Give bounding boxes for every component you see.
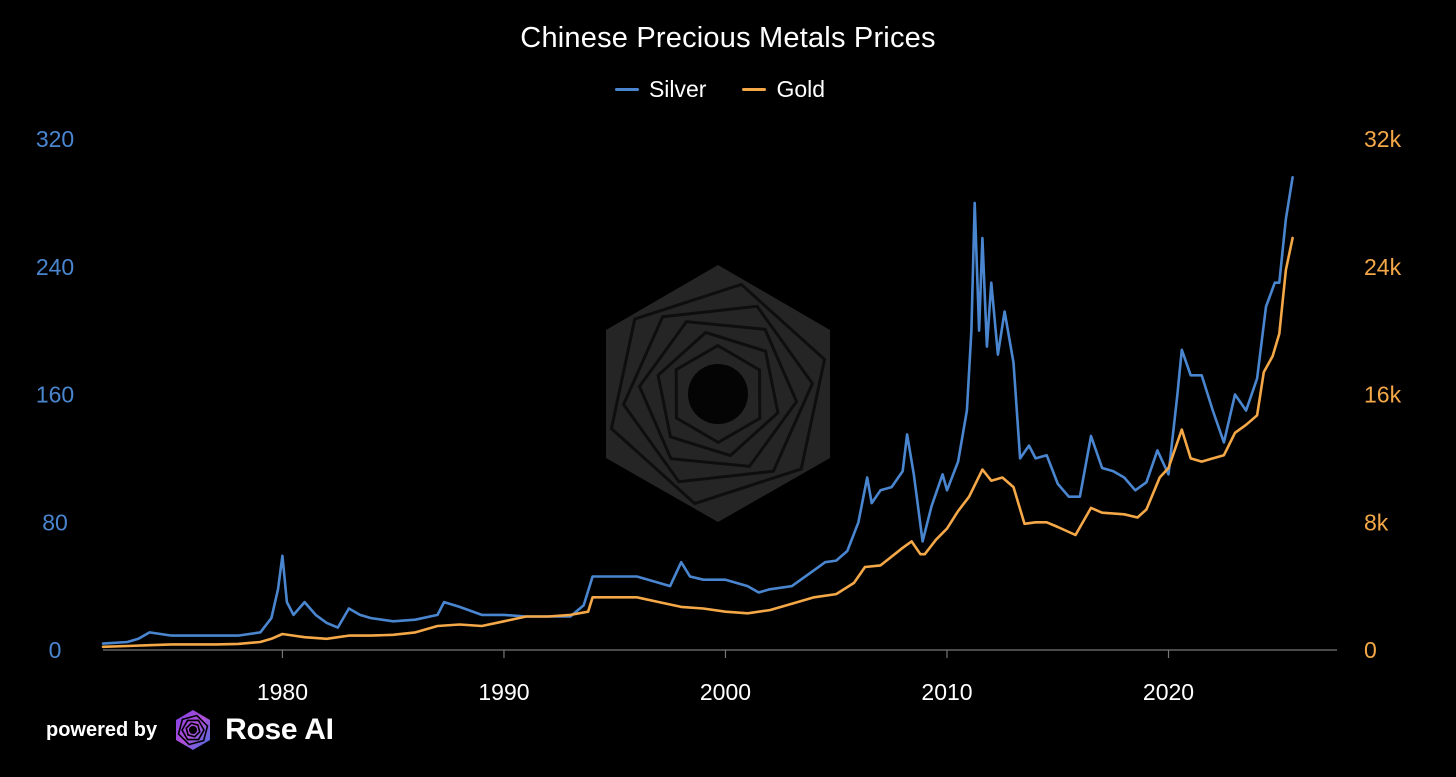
y-right-tick-label: 24k: [1364, 254, 1402, 280]
y-right-tick-label: 8k: [1364, 509, 1389, 535]
axes: 1980 1990 2000 2010 2020 0 80 160 240 320 0 8k 16k 24…: [36, 126, 1402, 700]
legend-item-silver[interactable]: Silver: [614, 76, 707, 103]
x-tick-label: 1980: [257, 679, 308, 700]
y-left-tick-label: 160: [36, 382, 74, 408]
legend-label-gold: Gold: [776, 76, 826, 102]
powered-by-label: powered by: [46, 718, 158, 741]
y-left-tick-label: 240: [36, 254, 74, 280]
brand-name: Rose AI: [225, 713, 334, 746]
legend-swatch-silver: [614, 88, 639, 91]
x-tick-label: 2020: [1143, 679, 1194, 700]
rose-ai-watermark-icon: [606, 265, 830, 522]
legend-item-gold[interactable]: Gold: [742, 76, 825, 103]
chart-title: Chinese Precious Metals Prices: [520, 22, 936, 54]
x-tick-label: 1990: [478, 679, 529, 700]
x-tick-label: 2000: [700, 679, 751, 700]
series-line-gold: [101, 236, 1294, 649]
series-line-silver: [101, 176, 1294, 645]
x-tick-label: 2010: [921, 679, 972, 700]
rose-ai-logo-icon[interactable]: [171, 708, 215, 752]
footer-branding: powered by Rose AI: [46, 708, 334, 752]
y-right-tick-label: 0: [1364, 637, 1377, 663]
series-layer: [101, 176, 1294, 649]
legend-label-silver: Silver: [648, 76, 707, 102]
y-right-tick-label: 32k: [1364, 126, 1402, 152]
legend-swatch-gold: [742, 88, 767, 91]
y-left-tick-label: 0: [49, 637, 62, 663]
y-right-tick-label: 16k: [1364, 382, 1402, 408]
line-chart: 1980 1990 2000 2010 2020 0 80 160 240 320 0 8k 16k 24…: [36, 126, 1402, 700]
y-left-tick-label: 80: [42, 509, 68, 535]
chart-legend: Silver Gold: [0, 76, 1440, 103]
y-left-tick-label: 320: [36, 126, 74, 152]
